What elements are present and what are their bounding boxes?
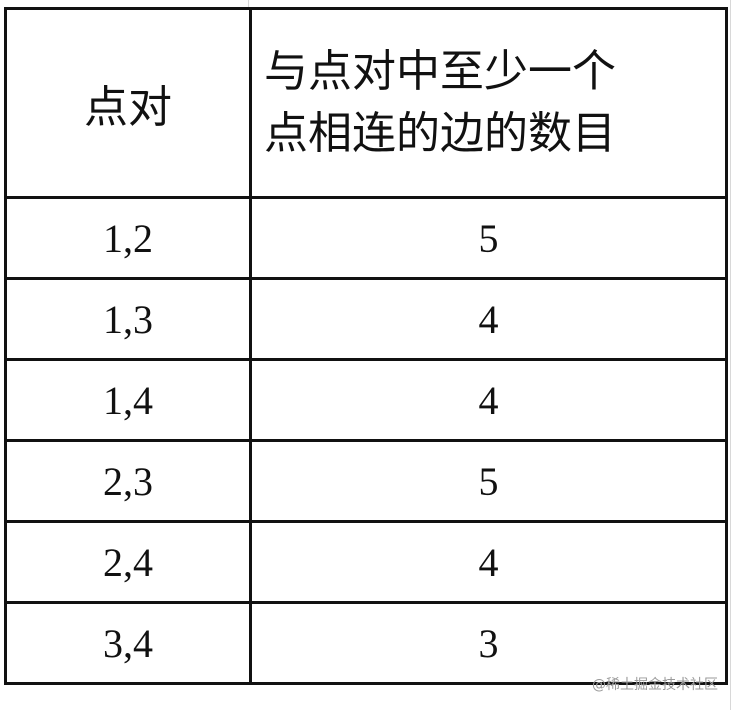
table-row: 2,3 5 — [4, 439, 728, 523]
pair-cell: 2,4 — [4, 520, 252, 604]
header-line-2: 点相连的边的数目 — [264, 109, 616, 158]
spreadsheet-gridline — [248, 0, 249, 8]
watermark: @稀土掘金技术社区 — [592, 677, 718, 693]
table-header-row: 点对 与点对中至少一个 点相连的边的数目 — [4, 7, 728, 199]
count-cell: 5 — [249, 196, 728, 280]
table-row: 1,4 4 — [4, 358, 728, 442]
pair-cell: 1,2 — [4, 196, 252, 280]
count-cell: 3 — [249, 601, 728, 685]
table-row: 1,2 5 — [4, 196, 728, 280]
table-row: 1,3 4 — [4, 277, 728, 361]
pair-cell: 1,4 — [4, 358, 252, 442]
header-edge-count: 与点对中至少一个 点相连的边的数目 — [249, 7, 728, 199]
pair-cell: 2,3 — [4, 439, 252, 523]
spreadsheet-gridline — [730, 0, 731, 710]
count-cell: 4 — [249, 358, 728, 442]
table-row: 3,4 3 — [4, 601, 728, 685]
edge-count-table: 点对 与点对中至少一个 点相连的边的数目 1,2 5 1,3 4 1,4 4 2,3 5 … — [4, 7, 728, 685]
count-cell: 4 — [249, 520, 728, 604]
header-line-1: 与点对中至少一个 — [264, 47, 616, 96]
pair-cell: 3,4 — [4, 601, 252, 685]
table-row: 2,4 4 — [4, 520, 728, 604]
count-cell: 5 — [249, 439, 728, 523]
count-cell: 4 — [249, 277, 728, 361]
pair-cell: 1,3 — [4, 277, 252, 361]
header-pair: 点对 — [4, 7, 252, 199]
